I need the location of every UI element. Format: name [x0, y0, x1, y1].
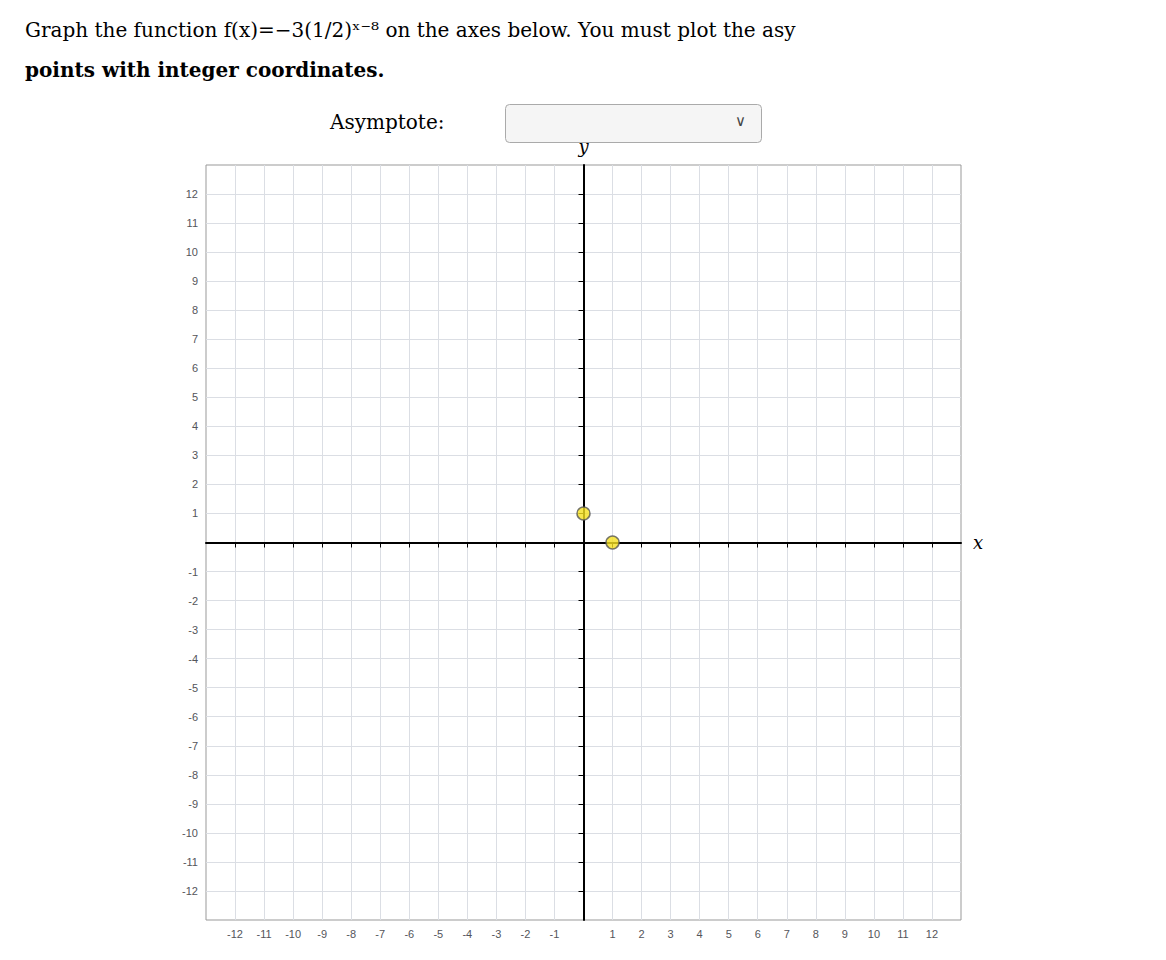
svg-text:-3: -3 [188, 624, 198, 636]
svg-text:9: 9 [192, 275, 198, 287]
svg-text:-5: -5 [188, 682, 198, 694]
svg-text:11: 11 [187, 217, 198, 229]
svg-text:-6: -6 [404, 928, 414, 940]
svg-text:2: 2 [639, 928, 645, 940]
svg-text:11: 11 [897, 928, 908, 940]
svg-text:7: 7 [784, 928, 790, 940]
svg-text:-5: -5 [433, 928, 443, 940]
svg-text:-9: -9 [317, 928, 327, 940]
svg-text:y: y [577, 136, 589, 157]
svg-text:-4: -4 [188, 653, 198, 665]
svg-text:4: 4 [192, 420, 198, 432]
svg-text:3: 3 [668, 928, 674, 940]
svg-text:-9: -9 [188, 798, 198, 810]
svg-text:-7: -7 [375, 928, 385, 940]
svg-text:-1: -1 [550, 928, 560, 940]
svg-text:-3: -3 [491, 928, 501, 940]
svg-text:x: x [973, 532, 983, 553]
svg-text:∨: ∨ [735, 112, 746, 130]
svg-text:-8: -8 [188, 769, 198, 781]
svg-text:10: 10 [186, 246, 198, 258]
svg-text:-1: -1 [188, 566, 198, 578]
svg-text:-4: -4 [462, 928, 472, 940]
svg-text:points with integer coordinate: points with integer coordinates. [25, 58, 384, 82]
svg-text:1: 1 [192, 507, 198, 519]
svg-text:1: 1 [609, 928, 615, 940]
svg-text:8: 8 [813, 928, 819, 940]
svg-text:8: 8 [192, 304, 198, 316]
svg-text:6: 6 [192, 362, 198, 374]
svg-text:4: 4 [697, 928, 703, 940]
svg-text:-10: -10 [182, 827, 198, 839]
svg-text:-11: -11 [257, 928, 272, 940]
svg-text:6: 6 [755, 928, 761, 940]
svg-text:-2: -2 [188, 595, 198, 607]
svg-text:Asymptote:: Asymptote: [329, 110, 444, 134]
svg-text:3: 3 [192, 449, 198, 461]
svg-text:2: 2 [192, 478, 198, 490]
svg-text:-7: -7 [188, 740, 198, 752]
svg-text:-2: -2 [521, 928, 531, 940]
svg-text:12: 12 [926, 928, 938, 940]
svg-text:Graph the function f(x)=−3(1/2: Graph the function f(x)=−3(1/2)ˣ⁻⁸ on th… [25, 18, 796, 42]
svg-text:12: 12 [186, 188, 198, 200]
svg-text:10: 10 [868, 928, 880, 940]
svg-text:5: 5 [726, 928, 732, 940]
svg-text:-12: -12 [182, 885, 198, 897]
svg-text:-12: -12 [227, 928, 243, 940]
svg-text:-8: -8 [346, 928, 356, 940]
svg-text:-6: -6 [188, 711, 198, 723]
svg-text:-10: -10 [285, 928, 301, 940]
svg-text:5: 5 [192, 391, 198, 403]
svg-text:-11: -11 [183, 856, 198, 868]
svg-text:7: 7 [192, 333, 198, 345]
svg-text:9: 9 [842, 928, 848, 940]
